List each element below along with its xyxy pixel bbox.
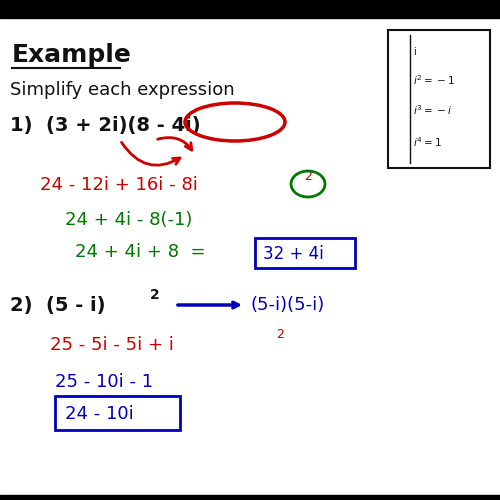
Bar (255, 238, 355, 268)
Text: i: i (413, 47, 416, 57)
Text: Simplify each expression: Simplify each expression (10, 81, 234, 99)
Text: $i^2 = -1$: $i^2 = -1$ (413, 73, 455, 87)
FancyArrowPatch shape (158, 138, 192, 150)
Text: 2: 2 (276, 328, 284, 342)
Text: $i^4 = 1$: $i^4 = 1$ (413, 135, 442, 149)
Text: 32 + 4i: 32 + 4i (263, 245, 324, 263)
Text: 2: 2 (304, 170, 312, 183)
FancyArrowPatch shape (122, 142, 180, 165)
Text: 24 + 4i + 8  =: 24 + 4i + 8 = (75, 243, 206, 261)
Text: 2)  (5 - i): 2) (5 - i) (10, 296, 106, 314)
Bar (55, 396, 180, 430)
Text: 25 - 5i - 5i + i: 25 - 5i - 5i + i (50, 336, 174, 354)
Text: 24 - 10i: 24 - 10i (65, 405, 134, 423)
Text: 2: 2 (150, 288, 160, 302)
Bar (388, 30, 490, 168)
Text: 25 - 10i - 1: 25 - 10i - 1 (55, 373, 153, 391)
Text: 24 + 4i - 8(-1): 24 + 4i - 8(-1) (65, 211, 192, 229)
Text: Example: Example (12, 43, 132, 67)
Text: (5-i)(5-i): (5-i)(5-i) (250, 296, 324, 314)
Text: 1)  (3 + 2i)(8 - 4i): 1) (3 + 2i)(8 - 4i) (10, 116, 200, 134)
Text: 24 - 12i + 16i - 8i: 24 - 12i + 16i - 8i (40, 176, 198, 194)
Text: $i^3 = -i$: $i^3 = -i$ (413, 103, 452, 117)
